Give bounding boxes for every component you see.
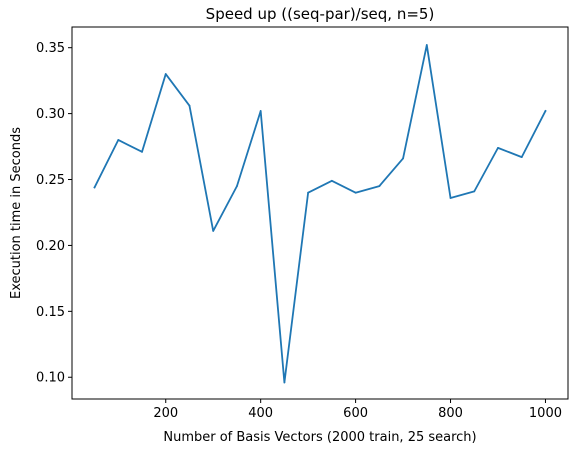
x-tick-label: 600 (343, 406, 368, 421)
data-point (425, 44, 428, 46)
x-tick-label: 1000 (529, 406, 562, 421)
y-tick-label: 0.35 (36, 41, 65, 56)
y-tick-label: 0.25 (36, 173, 65, 188)
chart-title: Speed up ((seq-par)/seq, n=5) (206, 5, 435, 23)
data-point (402, 157, 404, 160)
data-point (164, 73, 167, 75)
series-line (93, 44, 547, 384)
data-point (449, 197, 452, 199)
y-tick-label: 0.10 (36, 371, 65, 386)
x-axis-ticks: 200 400 600 800 1000 (153, 399, 562, 421)
x-tick-label: 400 (248, 406, 273, 421)
data-point (307, 191, 310, 194)
data-point (188, 104, 191, 107)
y-tick-label: 0.15 (36, 305, 65, 320)
y-tick-label: 0.20 (36, 239, 65, 254)
data-point (520, 156, 523, 159)
data-point (378, 185, 381, 188)
data-point (354, 191, 357, 194)
plot-frame (71, 26, 569, 400)
data-point (212, 230, 215, 232)
x-tick-label: 200 (153, 406, 178, 421)
y-axis-ticks: 0.10 0.15 0.20 0.25 0.30 0.35 (36, 41, 72, 386)
data-point (473, 190, 476, 193)
data-point (141, 150, 143, 153)
y-axis-label: Execution time in Seconds (9, 127, 24, 299)
x-axis-label: Number of Basis Vectors (2000 train, 25 … (163, 430, 476, 445)
data-point (93, 186, 96, 189)
data-point (259, 110, 262, 112)
data-point (117, 139, 120, 141)
data-point (330, 179, 333, 182)
y-tick-label: 0.30 (36, 107, 65, 122)
series-layer (93, 44, 547, 384)
plot-background (72, 27, 568, 399)
data-point (236, 185, 238, 188)
data-point (283, 381, 286, 384)
data-point (544, 110, 547, 112)
data-point (497, 146, 499, 149)
x-tick-label: 800 (438, 406, 463, 421)
